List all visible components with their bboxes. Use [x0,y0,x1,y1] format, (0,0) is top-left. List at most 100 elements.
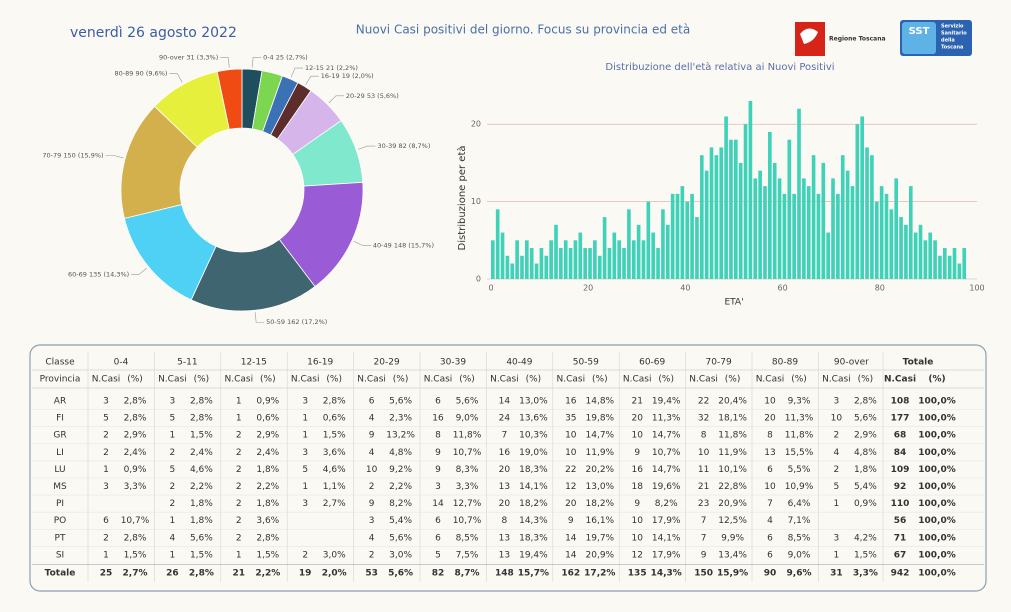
table-cell: 3 [302,499,308,509]
table-cell: 10,9% [785,482,814,492]
leader-line [220,57,230,68]
group-header: 16-19 [307,358,333,368]
table-cell: 3,6% [256,516,279,526]
table-cell: 4,2% [854,533,877,543]
table-cell: 1 [170,431,176,441]
table-cell: 16 [631,465,643,475]
table-cell: 3,6% [323,448,346,458]
table-cell: 5,6% [190,533,213,543]
table-cell: 11,9% [718,448,747,458]
table-cell: 10 [366,465,378,475]
table-cell: 16 [565,397,577,407]
table-cell: 100,0% [918,397,956,407]
bar [840,155,845,279]
table-cell: 14,3% [651,569,682,579]
table-cell: 1,8% [256,465,279,475]
table-cell: 4 [369,533,375,543]
bar [787,139,792,279]
table-cell: 92 [894,482,907,492]
table-cell: 10 [764,482,776,492]
logo-square [902,22,936,54]
leader-line [169,73,183,83]
table-cell: 9 [634,448,640,458]
table-cell: 1 [236,397,242,407]
group-header: 80-89 [772,358,798,368]
table-cell: 4 [767,516,773,526]
bar [607,248,612,279]
group-header: 5-11 [177,358,197,368]
table-cell: 11,8% [718,431,747,441]
table-cell: 6 [435,533,441,543]
table-cell: 14,7% [652,431,681,441]
table-cell: 8,5% [456,533,479,543]
table-cell: 19 [299,569,312,579]
table-cell: 9 [369,499,375,509]
slice-label: 30-39 82 (8,7%) [378,142,431,150]
table-cell: 1 [236,550,242,560]
x-tick-label: 80 [875,284,885,293]
bar [680,186,685,279]
table-cell: 100,0% [918,482,956,492]
table-cell: 5 [103,414,109,424]
sub-header: N.Casi [225,375,254,385]
donut-slice [216,68,243,130]
table-cell: 26 [166,569,179,579]
table-cell: 11 [698,465,709,475]
bar [913,232,918,279]
table-cell: 3 [103,482,109,492]
table-cell: 3 [834,533,840,543]
group-header: Classe [45,358,75,368]
table-cell: 2,2% [190,482,213,492]
table-cell: 0,9% [124,465,147,475]
slice-label: 90-over 31 (3,3%) [159,54,218,62]
table-cell: 2,4% [256,448,279,458]
table-cell: 2 [103,431,109,441]
table-cell: 0,9% [256,397,279,407]
table-cell: 8,2% [655,499,678,509]
table-cell: LI [56,448,64,458]
table-cell: 1 [834,550,840,560]
table-cell: 3,0% [389,550,412,560]
table-cell: 68 [894,431,907,441]
bar [704,170,709,279]
table-cell: 1,1% [323,482,346,492]
bar [612,232,617,279]
table-cell: 8,3% [456,465,479,475]
bar [627,209,631,279]
bar [904,224,908,279]
table-cell: 9 [435,465,441,475]
table-cell: 2,7% [323,499,346,509]
table-cell: 3 [834,397,840,407]
table-cell: 2 [170,482,176,492]
table-cell: 3 [435,482,441,492]
bar [850,186,855,279]
bar [685,201,690,279]
slice-label: 16-19 19 (2,0%) [321,72,374,80]
bar [894,178,899,279]
bar [957,263,962,279]
table-cell: 5,6% [389,397,412,407]
table-cell: 71 [894,533,907,543]
table-cell: 7 [701,516,707,526]
bar [505,255,510,279]
table-cell: 1 [236,414,242,424]
table-cell: GR [53,431,66,441]
table-cell: 2,2% [389,482,412,492]
table-cell: 5,4% [854,482,877,492]
sub-header: N.Casi [424,375,453,385]
table-cell: 109 [891,465,910,475]
sub-header: N.Casi [623,375,652,385]
sub-header: Provincia [40,375,81,385]
table-cell: 100,0% [918,533,956,543]
table-cell: 23 [698,499,709,509]
logo-line: della [941,38,955,44]
table-cell: FI [56,414,64,424]
table-cell: 2,2% [256,482,279,492]
table-cell: 9,0% [788,550,811,560]
bar [748,101,753,279]
table-cell: 4,8% [389,448,412,458]
table-cell: 6 [767,465,773,475]
group-header: 40-49 [506,358,532,368]
sub-header: (%) [592,375,608,385]
table-cell: 1,5% [190,431,213,441]
